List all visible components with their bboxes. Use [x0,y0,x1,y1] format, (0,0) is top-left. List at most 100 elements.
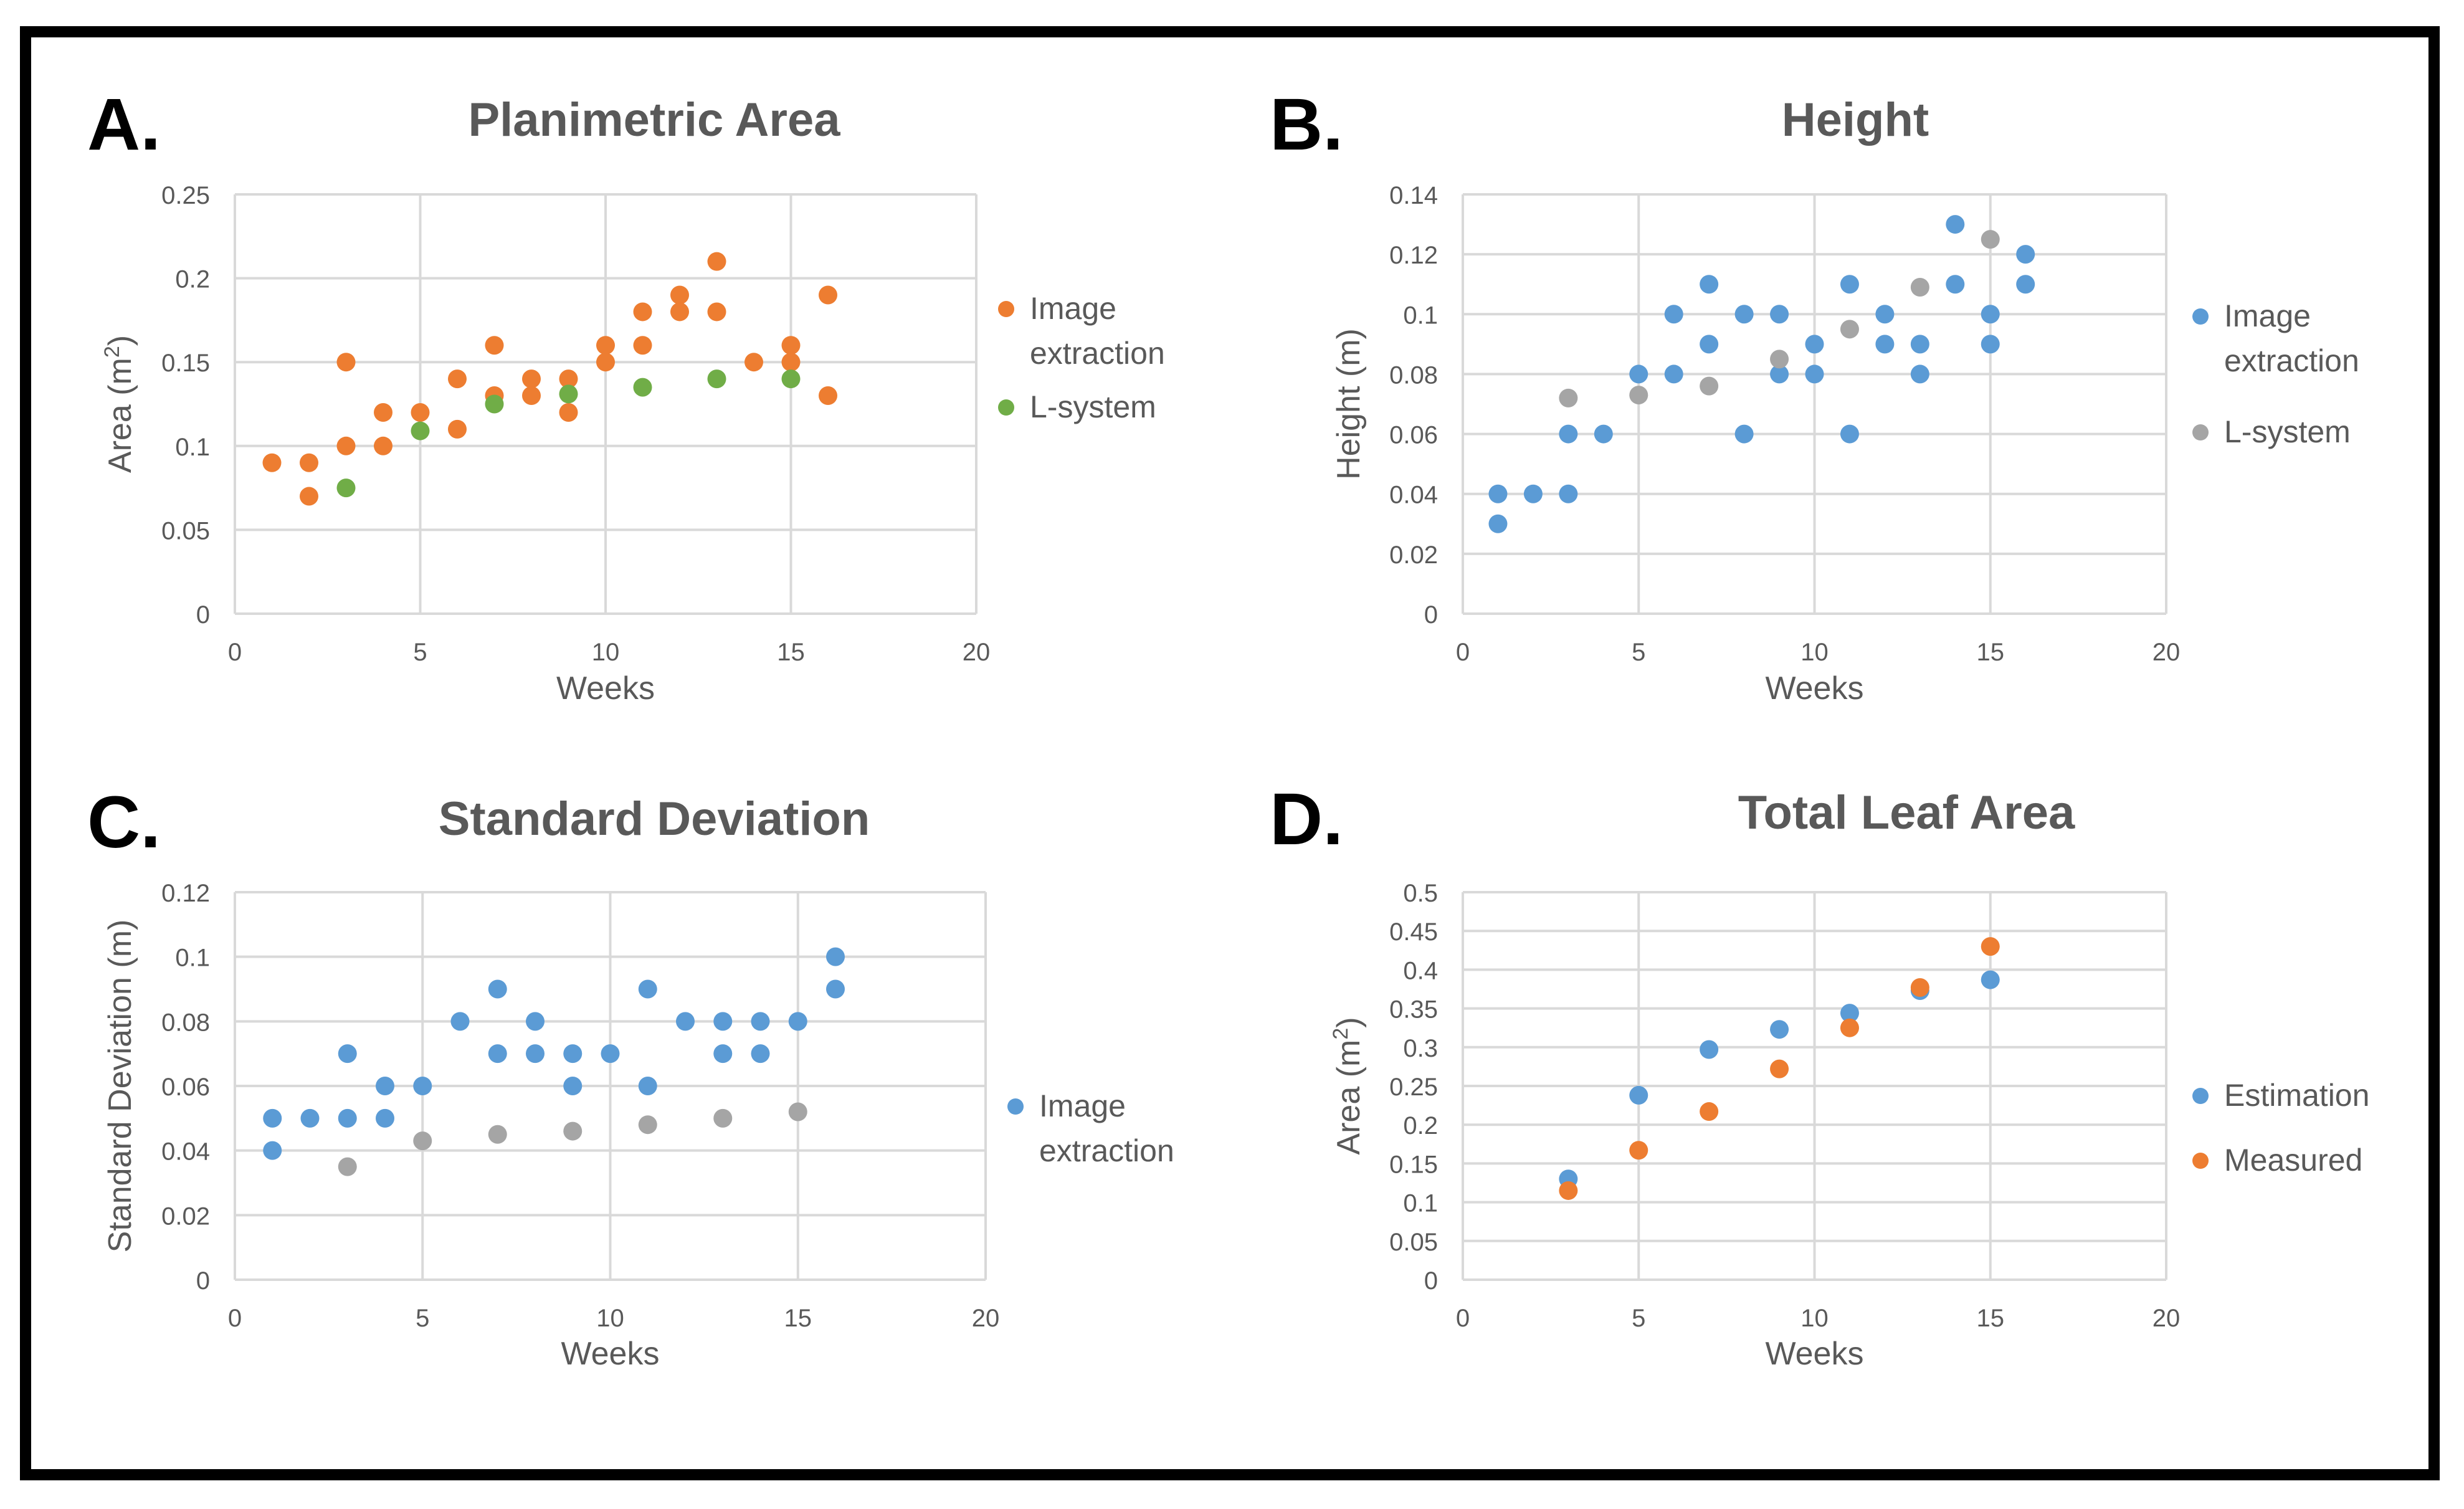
data-point [563,1044,583,1064]
data-point [1910,278,1929,297]
data-point [1629,386,1648,405]
data-point [413,1131,432,1151]
data-point [1840,1018,1859,1037]
data-point [300,453,318,472]
data-point [1840,275,1859,294]
data-point [2016,245,2035,264]
data-point [707,252,726,271]
data-point [819,285,837,305]
series-image-extraction [1488,215,2035,533]
data-point [1840,424,1859,444]
y-tick-label: 0.5 [1403,880,1438,907]
data-point [781,369,801,389]
data-point [788,1012,807,1031]
x-tick-label: 5 [1632,1305,1645,1332]
data-point [522,369,541,389]
y-tick-label: 0.1 [1403,302,1438,329]
x-tick-label: 0 [1456,1305,1470,1332]
data-point [1910,978,1929,997]
legend-marker [2192,308,2209,325]
panel-label: C. [87,781,161,864]
data-point [751,1012,770,1031]
y-tick-label: 0.1 [175,434,210,461]
data-point [1629,364,1648,384]
y-tick-label: 0.05 [161,517,210,545]
y-tick-label: 0.06 [1389,422,1438,449]
x-tick-label: 0 [1456,639,1470,666]
legend-marker [998,301,1014,317]
data-point [413,1077,432,1095]
data-point [1700,1102,1719,1121]
legend-entry: Image extraction [998,291,1165,371]
chart-panel-d: D. Total Leaf Area 0 0.05 0.1 0.15 0.2 0.25 0.3 0… [1270,778,2369,1372]
legend-label: extraction [2224,343,2359,378]
panel-label: A. [87,83,161,166]
data-point [1981,937,2000,956]
legend-marker [998,399,1014,416]
data-point [336,478,356,498]
legend-entry: L-system [998,389,1156,424]
panel-label: D. [1270,778,1343,860]
data-point [1700,376,1719,396]
data-point [1594,424,1613,444]
legend-entry: Image extraction [2192,298,2359,378]
data-point [376,1077,394,1095]
data-point [1559,484,1578,503]
legend-entry: Measured [2192,1143,2362,1178]
data-point [300,487,318,506]
data-point [1946,275,1965,294]
data-point [1770,1020,1789,1039]
data-point [826,979,845,999]
data-point [1559,424,1578,444]
x-tick-label: 15 [777,639,805,666]
data-point [488,979,507,999]
series-image-extraction [262,252,837,506]
data-point [411,421,430,440]
data-point [676,1012,695,1031]
y-tick-label: 0.05 [1389,1229,1438,1256]
data-point [1559,388,1578,407]
x-tick-label: 20 [2152,639,2181,666]
data-point [1805,335,1824,354]
data-point [819,386,837,406]
y-tick-label: 0.02 [161,1202,210,1230]
data-point [1910,364,1929,384]
y-axis-label: Standard Deviation (m) [102,920,138,1253]
legend-label: Measured [2224,1143,2362,1178]
data-point [448,369,467,389]
chart-panel-c: C. Standard Deviation 0 0.02 0.04 0.06 0.08 0.1… [87,781,1174,1372]
data-point [1700,335,1719,354]
chart-panel-b: B. Height 0 0.02 0.04 0.06 0.08 0.1 0.12 0.14 0 5 10… [1270,83,2359,707]
data-point [1488,484,1508,503]
y-tick-label: 0.15 [1389,1151,1438,1178]
data-point [601,1044,620,1064]
data-point [1523,484,1543,503]
x-axis-label: Weeks [1766,1336,1864,1372]
y-axis-label: Area (m2) [100,335,138,473]
data-point [1629,1085,1648,1105]
data-point [788,1102,807,1121]
data-point [1770,364,1789,384]
series-image-extraction [263,947,845,1160]
data-point [744,353,763,372]
data-point [633,336,652,355]
data-point [781,336,801,355]
series-estimation [1559,970,2000,1189]
series-l-system [336,369,801,498]
y-tick-label: 0.35 [1389,996,1438,1024]
data-point [336,436,356,455]
legend-label: Image [1030,291,1116,326]
data-point [713,1108,733,1128]
data-point [526,1012,545,1031]
legend-entry: L-system [2192,414,2351,449]
data-point [638,1115,657,1135]
y-tick-label: 0.14 [1389,182,1438,209]
data-point [638,1077,657,1095]
data-point [1981,970,2000,989]
y-tick-label: 0.15 [161,350,210,377]
data-point [559,369,578,389]
data-point [1770,305,1789,324]
legend-label: Image [1039,1088,1126,1123]
data-point [670,285,689,305]
